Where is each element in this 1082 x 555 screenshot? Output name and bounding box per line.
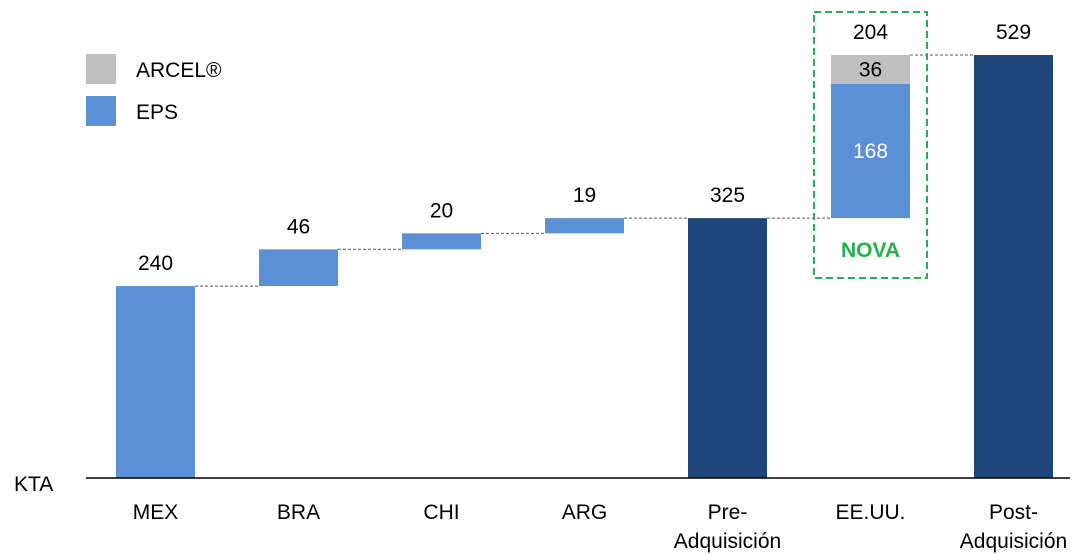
data-label-arg: 19: [573, 184, 596, 207]
data-label-post-adquisici-n: 529: [996, 21, 1031, 44]
x-tick-label-mex-0: MEX: [133, 501, 179, 524]
legend: ARCEL® EPS: [86, 54, 222, 126]
x-tick-label-ee-uu-0: EE.UU.: [835, 501, 905, 524]
y-axis-label: KTA: [14, 473, 53, 496]
x-tick-label-chi-0: CHI: [423, 501, 459, 524]
legend-swatch-arcel: [86, 54, 116, 84]
legend-swatch-eps: [86, 96, 116, 126]
x-tick-label-arg-0: ARG: [562, 501, 608, 524]
bar-eps-chi: [402, 233, 481, 250]
data-label-arcel-segment: 36: [859, 58, 882, 81]
data-label-mex: 240: [138, 252, 173, 275]
x-tick-label-bra-0: BRA: [277, 501, 320, 524]
data-label-chi: 20: [430, 199, 453, 222]
bar-total-pre-adquisici-n: [688, 218, 767, 479]
bar-total-post-adquisici-n: [974, 55, 1053, 478]
highlight-label-nova: NOVA: [841, 239, 900, 262]
legend-label-arcel: ARCEL®: [136, 59, 222, 82]
bar-eps-arg: [545, 218, 624, 234]
x-tick-label-post-adquisici-n-1: Adquisición: [960, 530, 1067, 553]
bar-eps-mex: [116, 286, 195, 478]
bar-eps-bra: [259, 249, 338, 287]
data-label-eps-segment: 168: [853, 140, 888, 163]
legend-label-eps: EPS: [136, 101, 178, 124]
x-tick-label-post-adquisici-n-0: Post-: [989, 501, 1038, 524]
data-label-pre-adquisici-n: 325: [710, 184, 745, 207]
bar-arcel-ee-uu: [831, 55, 910, 84]
bar-eps-ee-uu: [831, 83, 910, 219]
x-tick-label-pre-adquisici-n-0: Pre-: [708, 501, 748, 524]
highlight-box-nova: [813, 11, 928, 279]
x-tick-label-pre-adquisici-n-1: Adquisición: [674, 530, 781, 553]
data-label-bra: 46: [287, 215, 310, 238]
chart-marks: 240 MEX 46 BRA 20 CHI 19 ARG 325 Pre- Adquisición 1…: [116, 11, 1067, 553]
data-label-ee-uu: 204: [853, 21, 888, 44]
